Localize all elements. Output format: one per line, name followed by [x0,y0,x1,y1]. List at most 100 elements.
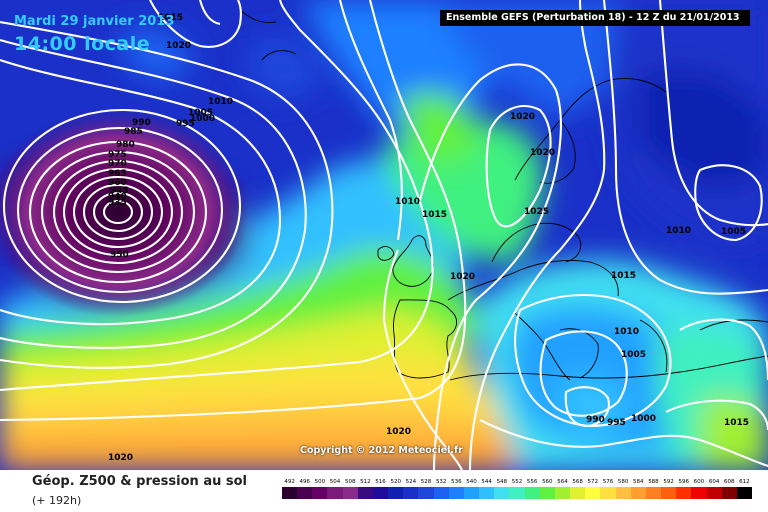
legend-tick-label: 528 [420,479,432,485]
legend-tick-label: 548 [496,479,508,485]
legend-tick-label: 560 [542,479,553,485]
forecast-hour-label: (+ 192h) [32,494,82,507]
isobar-label: 1015 [422,210,447,220]
isobar-label: 945 [110,186,129,196]
parameter-label: Géop. Z500 & pression au sol [32,474,247,489]
legend-tick-label: 608 [724,479,735,485]
legend-tick-label: 544 [481,479,492,485]
isobar-label: 1010 [666,226,691,236]
map-svg: 1015 1020 1010 1005 1000 995 990 985 980… [0,0,768,470]
legend-color-swatch [539,487,556,499]
legend-tick-label: 536 [451,479,462,485]
isobar-label: 1005 [621,350,646,360]
isobar-label: 1020 [510,112,535,122]
isobar-label: 1010 [208,97,233,107]
legend-color-swatch [570,487,586,499]
isobar-label: 1000 [190,114,215,124]
legend-tick-label: 492 [284,479,295,485]
isobar-label: 985 [124,127,143,137]
model-run-info: Ensemble GEFS (Perturbation 18) - 12 Z d… [440,10,750,26]
legend-tick-label: 540 [466,479,477,485]
color-scale-legend: 492 496 500 504 508 512 516 520 524 528 532 536 540 5… [282,479,753,499]
legend-color-swatch [661,487,677,499]
isobar-label: 975 [108,150,127,160]
legend-color-swatch [479,487,495,499]
legend-tick-label: 572 [587,479,599,485]
legend-tick-label: 516 [375,479,386,485]
legend-color-swatch [706,487,723,499]
legend-color-swatch [433,487,450,499]
legend-tick-label: 612 [739,479,750,485]
footer-bar: Géop. Z500 & pression au sol (+ 192h) 49… [0,470,768,512]
isobar-label: 1005 [721,227,746,237]
isobar-label: 1015 [724,418,749,428]
legend-color-swatch [630,487,647,499]
legend-color-swatch [403,487,419,499]
legend-tick-label: 596 [678,479,690,485]
legend-color-swatch [691,487,707,499]
legend-color-swatch [327,487,344,499]
isobar-label: 1015 [158,13,183,23]
isobar-label: 1010 [395,197,420,207]
isobar-label: 980 [116,140,135,150]
legend-color-swatch [600,487,617,499]
legend-color-swatch [372,487,389,499]
legend-tick-label: 556 [526,479,538,485]
isobar-label: 990 [586,415,605,425]
legend-tick-label: 508 [344,479,356,485]
isobar-label: 1020 [108,453,133,463]
isobar-label: 1025 [524,207,549,217]
isobar-label: 1020 [530,148,555,158]
legend-color-swatch [418,487,435,499]
isobar-label: 1000 [631,414,656,424]
legend-tick-label: 504 [329,479,341,485]
legend-color-swatch [297,487,313,499]
legend-color-swatch [524,487,541,499]
copyright-notice: Copyright © 2012 Meteociel.fr [300,445,463,456]
geopotential-map: 1015 1020 1010 1005 1000 995 990 985 980… [0,0,768,470]
legend-tick-label: 568 [572,479,583,485]
isobars [0,0,768,470]
legend-color-swatch [509,487,526,499]
isobar-label: 1005 [188,108,213,118]
legend-color-swatch [615,487,632,499]
forecast-time: 14:00 locale [14,33,151,55]
legend-color-swatch [585,487,601,499]
forecast-date: Mardi 29 janvier 2013 [14,14,175,29]
legend-color-swatch [721,487,738,499]
coastlines [239,9,768,381]
legend-tick-label: 564 [557,479,568,485]
isobar-label: 940 [108,192,127,202]
legend-color-swatch [282,487,298,499]
low-pressure-core [0,107,248,317]
isobar-label: 1020 [450,272,475,282]
legend-tick-label: 584 [633,479,644,485]
isobar-labels: 1015 1020 1010 1005 1000 995 990 985 980… [108,13,749,463]
isobar-label: 1020 [386,427,411,437]
legend-tick-label: 604 [708,479,720,485]
legend-tick-label: 496 [299,479,310,485]
isobar-label: 995 [607,418,626,428]
legend-color-swatch [645,487,662,499]
isobar-label: 995 [176,119,195,129]
legend-tick-label: 524 [405,479,417,485]
legend-color-swatch [357,487,374,499]
isobar-label: 935 [108,198,127,208]
legend-tick-label: 512 [360,479,371,485]
isobar-label: 1010 [614,327,639,337]
legend-color-swatch [676,487,692,499]
isobar-label: 960 [108,178,127,188]
legend-color-swatch [554,487,571,499]
legend-color-swatch [342,487,359,499]
legend-tick-label: 580 [617,479,629,485]
isobar-label: 990 [132,118,151,128]
legend-color-swatch [448,487,465,499]
isobar-label: 950 [110,250,129,260]
legend-tick-label: 576 [602,479,614,485]
legend-color-swatch [463,487,480,499]
legend-tick-label: 500 [314,479,326,485]
legend-color-swatch [388,487,404,499]
legend-color-swatch [736,487,753,499]
isobar-label: 1015 [611,271,636,281]
